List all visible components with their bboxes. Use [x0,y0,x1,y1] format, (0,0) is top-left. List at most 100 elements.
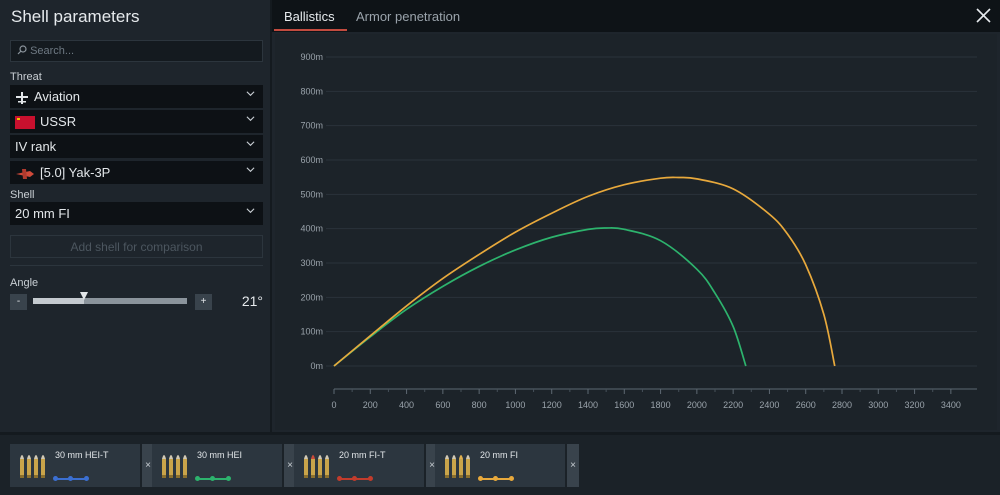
legend-dot [493,476,498,481]
search-input[interactable]: Search... [10,40,263,62]
shell-card-name: 30 mm HEI-T [55,450,109,460]
tab-armor-penetration[interactable]: Armor penetration [356,9,461,24]
shell-color-legend [337,476,373,481]
shell-color-legend [478,476,514,481]
x-tick-label: 3400 [941,400,961,410]
legend-dot [337,476,342,481]
remove-shell-button[interactable]: × [142,444,154,487]
shell-card[interactable]: 20 mm FI [435,444,565,487]
x-tick-label: 3200 [905,400,925,410]
vehicle-value: [5.0] Yak-3P [40,165,111,180]
y-tick-label: 800m [300,86,323,96]
search-placeholder: Search... [30,45,75,57]
shell-card-name: 20 mm FI-T [339,450,386,460]
tab-ballistics[interactable]: Ballistics [284,9,335,24]
x-tick-label: 200 [363,400,378,410]
shell-card-name: 30 mm HEI [197,450,243,460]
angle-slider[interactable] [33,292,187,304]
close-icon[interactable] [975,7,992,24]
legend-dot [368,476,373,481]
x-tick-label: 1600 [614,400,634,410]
trajectory-line [333,176,836,367]
shell-color-legend [195,476,231,481]
search-icon [17,45,27,55]
x-tick-label: 2600 [796,400,816,410]
chevron-down-icon [246,91,255,97]
x-tick-label: 2200 [723,400,743,410]
x-tick-label: 2800 [832,400,852,410]
shell-card[interactable]: 30 mm HEI-T [10,444,140,487]
x-tick-label: 1400 [578,400,598,410]
shell-parameters-panel: Shell parameters Search... Threat Aviati… [0,0,270,432]
angle-decrease-button[interactable]: - [10,294,27,310]
shell-color-legend [53,476,89,481]
panel-title: Shell parameters [11,7,140,26]
chevron-down-icon [246,116,255,122]
nation-value: USSR [40,114,77,129]
y-tick-label: 200m [300,292,323,302]
x-tick-label: 400 [399,400,414,410]
y-tick-label: 400m [300,224,323,234]
angle-increase-button[interactable]: + [195,294,212,310]
ussr-flag-icon [15,116,35,130]
y-tick-label: 900m [300,52,323,62]
shell-select[interactable]: 20 mm FI [10,202,263,225]
rank-select[interactable]: IV rank [10,135,263,158]
angle-label: Angle [10,277,39,289]
y-tick-label: 700m [300,121,323,131]
chevron-down-icon [246,208,255,214]
x-tick-label: 1800 [651,400,671,410]
shells-icon [20,455,45,478]
legend-dot [195,476,200,481]
shells-icon [304,455,329,478]
legend-dot [509,476,514,481]
legend-dot [53,476,58,481]
x-tick-label: 2000 [687,400,707,410]
shells-icon [445,455,470,478]
fighter-plane-icon [16,168,34,179]
x-tick-label: 1200 [542,400,562,410]
tab-bar: Ballistics Armor penetration [272,0,1000,32]
ballistics-chart: 900m 800m 700m 600m 500m 400m 300m 200m 100m 0m 0 2… [275,34,997,430]
chevron-down-icon [246,167,255,173]
x-tick-label: 0 [331,400,336,410]
add-shell-button[interactable]: Add shell for comparison [10,235,263,258]
y-tick-label: 600m [300,155,323,165]
remove-shell-button[interactable]: × [567,444,579,487]
shells-icon [162,455,187,478]
chevron-down-icon [246,141,255,147]
legend-dot [226,476,231,481]
shell-card-name: 20 mm FI [480,450,519,460]
y-tick-label: 500m [300,189,323,199]
legend-dot [210,476,215,481]
angle-slider-fill [33,298,84,304]
nation-select[interactable]: USSR [10,110,263,133]
angle-value: 21° [241,293,263,309]
x-tick-label: 600 [435,400,450,410]
remove-shell-button[interactable]: × [284,444,296,487]
slider-thumb-icon[interactable] [79,292,88,300]
shell-card[interactable]: 20 mm FI-T [294,444,424,487]
y-tick-label: 300m [300,258,323,268]
legend-dot [352,476,357,481]
aviation-icon [16,91,28,104]
threat-type-value: Aviation [34,89,81,104]
x-tick-label: 2400 [759,400,779,410]
x-tick-label: 800 [472,400,487,410]
legend-dot [68,476,73,481]
rank-value: IV rank [15,139,57,154]
y-tick-label: 100m [300,327,323,337]
threat-type-select[interactable]: Aviation [10,85,263,108]
shell-value: 20 mm FI [15,206,70,221]
threat-label: Threat [10,71,42,83]
trajectory-line [333,227,747,367]
legend-dot [84,476,89,481]
shell-card[interactable]: 30 mm HEI [152,444,282,487]
x-tick-label: 3000 [868,400,888,410]
x-tick-label: 1000 [505,400,525,410]
y-tick-label: 0m [310,361,323,371]
shell-label: Shell [10,189,35,201]
vehicle-select[interactable]: [5.0] Yak-3P [10,161,263,184]
legend-dot [478,476,483,481]
chart-panel: Ballistics Armor penetration 900m 800m 700… [272,0,1000,432]
